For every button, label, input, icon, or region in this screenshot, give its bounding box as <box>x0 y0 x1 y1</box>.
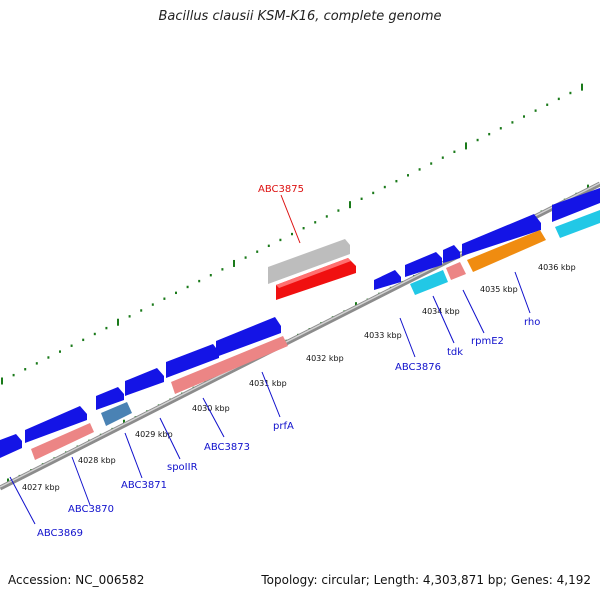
gene-label-tdk[interactable]: tdk <box>447 347 463 358</box>
gene-arrow[interactable] <box>410 270 448 295</box>
gene-label-ABC3873[interactable]: ABC3873 <box>204 442 250 453</box>
selected-gene-highlight <box>276 258 351 288</box>
gene-arrow[interactable] <box>96 387 124 410</box>
gene-label-ABC3876[interactable]: ABC3876 <box>395 362 441 373</box>
gene-arrow[interactable] <box>555 210 600 238</box>
scale-labels: 4027 kbp 4028 kbp 4029 kbp 4030 kbp 4031… <box>22 263 576 492</box>
gene-arrow[interactable] <box>443 245 460 263</box>
gene-label-ABC3870[interactable]: ABC3870 <box>68 504 114 515</box>
gene-arrow[interactable] <box>0 434 22 458</box>
scale-label-4035: 4035 kbp <box>480 285 518 294</box>
gene-arrow[interactable] <box>216 317 281 357</box>
gene-arrow[interactable] <box>31 423 94 460</box>
gene-label-spoIIR[interactable]: spoIIR <box>167 462 198 473</box>
gene-arrow[interactable] <box>25 406 87 443</box>
selected-gene-arrow[interactable] <box>276 258 356 300</box>
gene-labels: ABC3875 ABC3869 ABC3870 ABC3871 spoIIR A… <box>37 184 540 539</box>
gene-label-rpmE2[interactable]: rpmE2 <box>471 336 504 347</box>
gene-label-prfA[interactable]: prfA <box>273 421 294 432</box>
gene-arrow[interactable] <box>125 368 164 396</box>
gene-arrow[interactable] <box>374 270 401 290</box>
gene-arrow[interactable] <box>467 230 546 272</box>
gene-features <box>0 188 600 460</box>
gene-leader-lines <box>9 194 531 525</box>
gene-arrow[interactable] <box>462 214 541 256</box>
gene-arrow[interactable] <box>166 344 219 378</box>
map-title: Bacillus clausii KSM-K16, complete genom… <box>158 9 442 24</box>
scale-label-4030: 4030 kbp <box>192 404 230 413</box>
scale-label-4029: 4029 kbp <box>135 430 173 439</box>
gene-arrow[interactable] <box>446 262 466 280</box>
scale-label-4028: 4028 kbp <box>78 456 116 465</box>
scale-label-4032: 4032 kbp <box>306 354 344 363</box>
gene-label-ABC3871[interactable]: ABC3871 <box>121 480 167 491</box>
upper-tick-row <box>1 83 583 385</box>
gene-arrow[interactable] <box>171 336 288 394</box>
genome-summary-text: Topology: circular; Length: 4,303,871 bp… <box>261 573 591 587</box>
gene-label-ABC3875[interactable]: ABC3875 <box>258 184 304 195</box>
gene-arrow[interactable] <box>552 188 600 222</box>
scale-label-4031: 4031 kbp <box>249 379 287 388</box>
scale-label-4034: 4034 kbp <box>422 307 460 316</box>
accession-text: Accession: NC_006582 <box>8 573 145 587</box>
selected-gene-shadow[interactable] <box>268 239 350 284</box>
gene-label-rho[interactable]: rho <box>524 317 540 328</box>
scale-label-4036: 4036 kbp <box>538 263 576 272</box>
gene-arrow[interactable] <box>101 402 132 426</box>
scale-label-4033: 4033 kbp <box>364 331 402 340</box>
gene-label-ABC3869[interactable]: ABC3869 <box>37 528 83 539</box>
scale-label-4027: 4027 kbp <box>22 483 60 492</box>
gene-arrow[interactable] <box>405 252 442 277</box>
